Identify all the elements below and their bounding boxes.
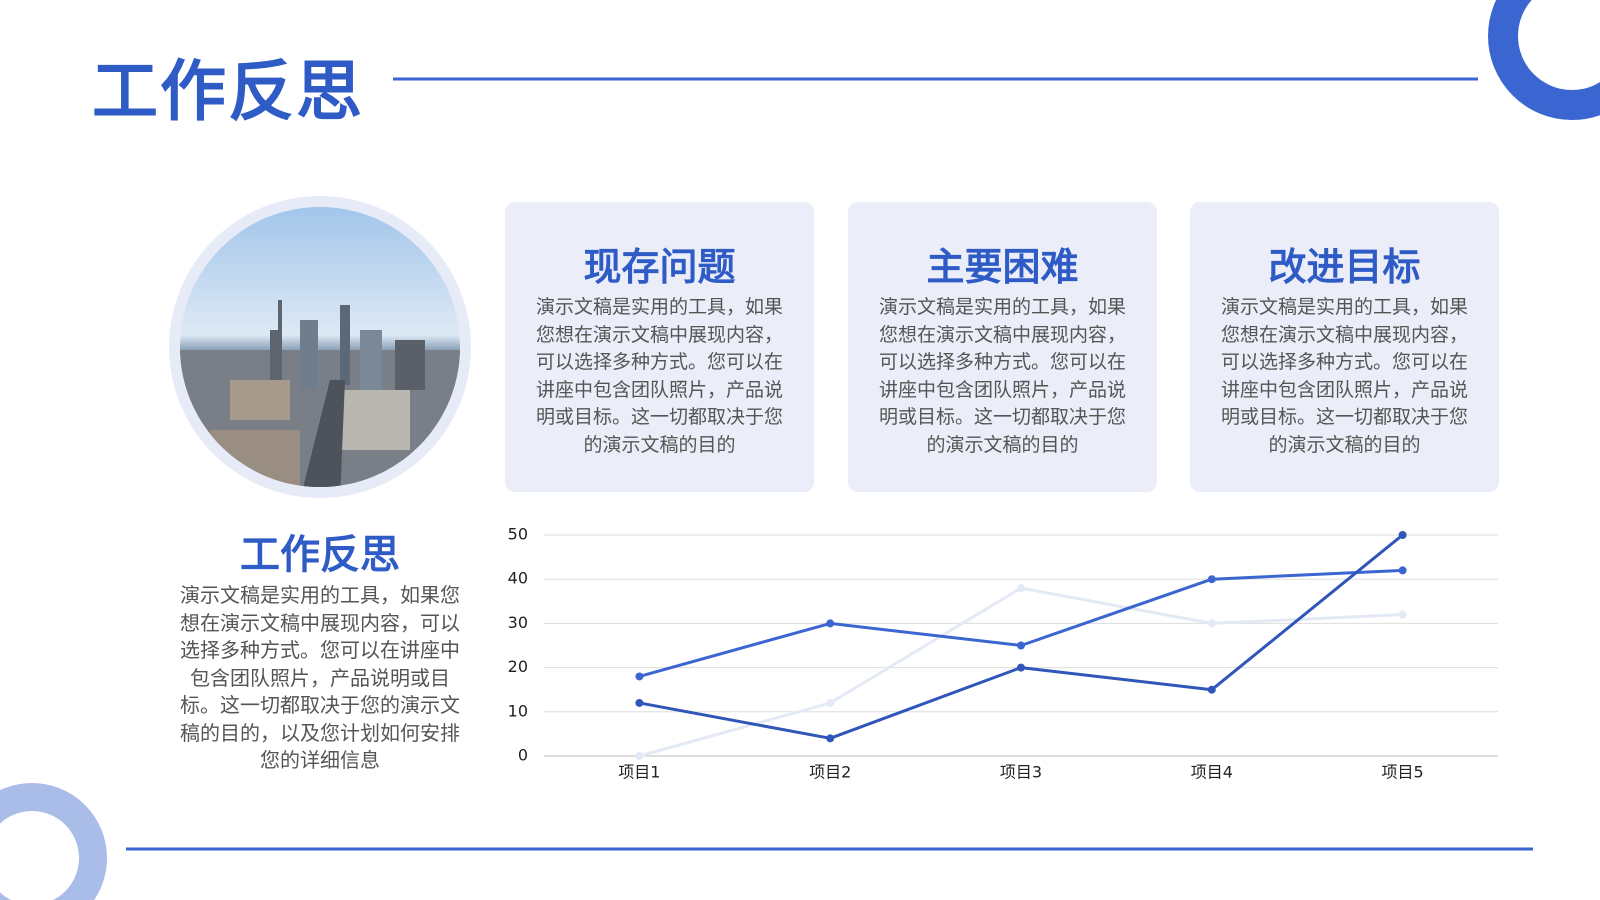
data-point: [1207, 685, 1216, 694]
data-point: [635, 752, 644, 760]
data-point: [1017, 641, 1025, 650]
summary-body: 演示文稿是实用的工具，如果您想在演示文稿中展现内容，可以选择多种方式。您可以在讲…: [180, 583, 460, 772]
decor-ring: [0, 783, 107, 900]
photo: [180, 207, 460, 487]
data-point: [1017, 584, 1025, 593]
card-title: 主要困难: [926, 245, 1079, 289]
data-point: [1207, 575, 1216, 584]
card-body: 演示文稿是实用的工具，如果您想在演示文稿中展现内容，可以选择多种方式。您可以在讲…: [1220, 296, 1468, 456]
y-tick-label: 20: [508, 657, 528, 676]
data-point: [826, 734, 835, 743]
y-tick-label: 40: [508, 569, 528, 588]
card-title: 现存问题: [583, 245, 736, 289]
data-point: [1398, 566, 1407, 575]
data-point: [1017, 663, 1025, 672]
data-point: [1398, 610, 1407, 619]
card: 改进目标 演示文稿是实用的工具，如果您想在演示文稿中展现内容，可以选择多种方式。…: [1190, 202, 1499, 492]
y-tick-label: 50: [508, 525, 528, 544]
summary-title: 工作反思: [240, 532, 400, 578]
data-point: [826, 698, 835, 707]
x-tick-label: 项目1: [618, 763, 660, 782]
x-tick-label: 项目4: [1191, 763, 1233, 782]
data-point: [826, 619, 835, 628]
data-point: [635, 672, 644, 681]
x-tick-label: 项目5: [1382, 763, 1424, 782]
card-body: 演示文稿是实用的工具，如果您想在演示文稿中展现内容，可以选择多种方式。您可以在讲…: [535, 296, 783, 456]
data-point: [1398, 531, 1407, 539]
card-body: 演示文稿是实用的工具，如果您想在演示文稿中展现内容，可以选择多种方式。您可以在讲…: [878, 296, 1126, 456]
y-tick-label: 10: [508, 701, 528, 720]
card-title: 改进目标: [1268, 245, 1421, 289]
data-point: [1207, 619, 1216, 628]
x-tick-label: 项目3: [1000, 763, 1042, 782]
card: 现存问题 演示文稿是实用的工具，如果您想在演示文稿中展现内容，可以选择多种方式。…: [505, 202, 814, 492]
card: 主要困难 演示文稿是实用的工具，如果您想在演示文稿中展现内容，可以选择多种方式。…: [848, 202, 1157, 492]
y-tick-label: 30: [508, 613, 528, 632]
series-line: [639, 533, 1404, 740]
series-line: [638, 586, 1403, 758]
data-point: [635, 698, 644, 707]
page-title: 工作反思: [92, 53, 364, 130]
x-tick-label: 项目2: [809, 763, 851, 782]
decor-ring: [1488, 0, 1600, 120]
y-tick-label: 0: [518, 746, 528, 765]
